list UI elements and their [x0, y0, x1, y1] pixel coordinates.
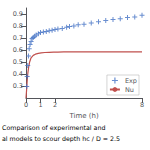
- svg-text:Nu: Nu: [125, 86, 134, 94]
- svg-text:0.4: 0.4: [13, 70, 23, 78]
- svg-text:2: 2: [53, 101, 57, 109]
- svg-text:0: 0: [24, 101, 28, 109]
- svg-text:Comparison of experimental and: Comparison of experimental and: [2, 124, 105, 132]
- svg-text:0.9: 0.9: [13, 10, 23, 18]
- svg-text:Time (h): Time (h): [68, 112, 99, 120]
- svg-text:8: 8: [140, 101, 144, 109]
- svg-text:Exp: Exp: [125, 77, 137, 85]
- svg-text:0.7: 0.7: [13, 34, 23, 42]
- svg-text:1: 1: [38, 101, 42, 109]
- svg-text:0.8: 0.8: [13, 22, 23, 30]
- svg-text:al models to scour depth hc /: al models to scour depth hc / D = 2.5: [2, 135, 120, 143]
- svg-text:0.6: 0.6: [13, 46, 23, 54]
- svg-text:0.3: 0.3: [13, 82, 23, 90]
- svg-text:0.5: 0.5: [13, 58, 23, 66]
